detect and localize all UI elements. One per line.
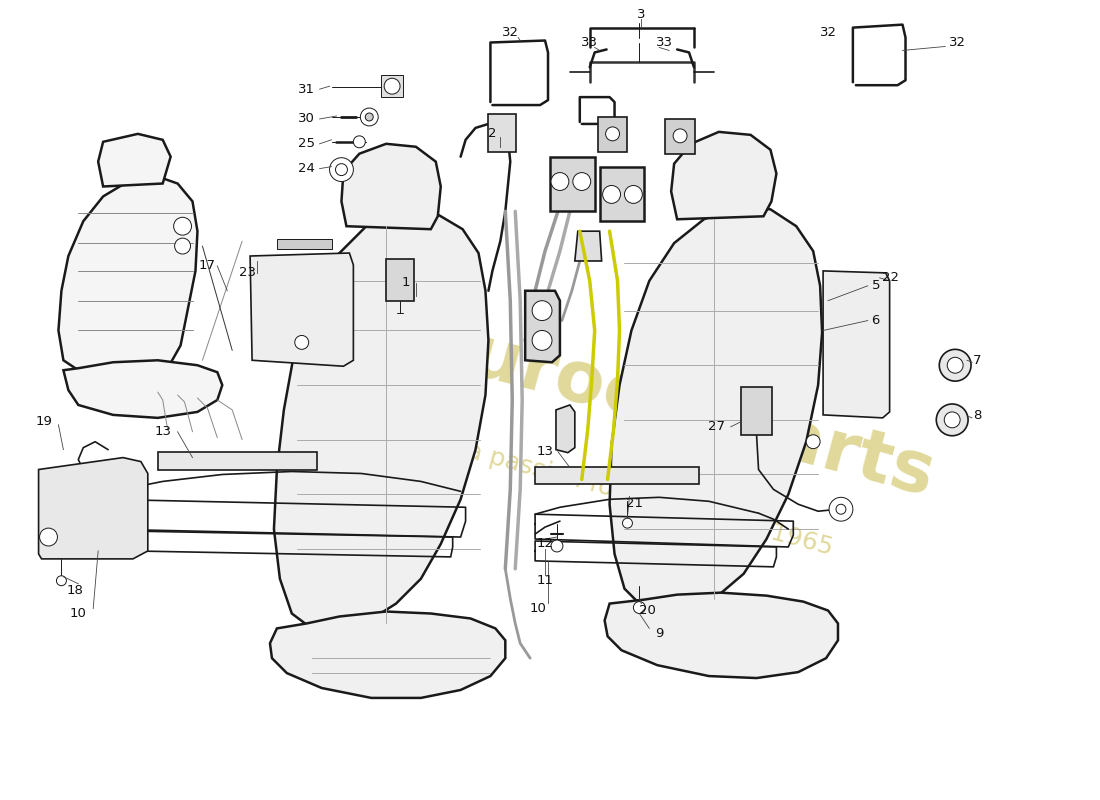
Polygon shape (605, 593, 838, 678)
Text: 2: 2 (488, 127, 497, 140)
Text: 17: 17 (199, 259, 216, 273)
Polygon shape (58, 177, 198, 385)
Bar (386, 259, 414, 301)
Circle shape (384, 78, 400, 94)
Polygon shape (575, 231, 602, 261)
Text: 31: 31 (298, 82, 316, 96)
Text: 5: 5 (871, 279, 880, 292)
Text: 19: 19 (35, 415, 52, 428)
Polygon shape (823, 271, 890, 418)
Text: 32: 32 (502, 26, 519, 39)
Circle shape (175, 238, 190, 254)
Text: 27: 27 (708, 420, 725, 434)
Bar (600, 166, 645, 222)
Circle shape (56, 576, 66, 586)
Text: 1: 1 (402, 276, 410, 290)
Polygon shape (270, 611, 505, 698)
Bar (382, 75, 403, 97)
Text: 6: 6 (871, 314, 880, 327)
Polygon shape (609, 206, 822, 610)
Circle shape (634, 602, 646, 614)
Circle shape (336, 164, 348, 175)
Circle shape (939, 350, 971, 381)
Circle shape (947, 358, 964, 373)
Circle shape (625, 186, 642, 203)
Text: 30: 30 (298, 113, 315, 126)
Text: 8: 8 (972, 410, 981, 422)
Polygon shape (341, 144, 441, 229)
Polygon shape (39, 458, 147, 559)
Circle shape (673, 129, 688, 142)
Text: 12: 12 (537, 538, 553, 550)
Bar (666, 119, 695, 154)
Text: 33: 33 (656, 36, 673, 49)
Bar (157, 452, 317, 470)
Bar (740, 387, 772, 434)
Polygon shape (64, 360, 222, 418)
Circle shape (365, 113, 373, 121)
Text: 10: 10 (70, 607, 87, 620)
Text: 18: 18 (67, 584, 84, 597)
Text: 10: 10 (529, 602, 547, 615)
Circle shape (40, 528, 57, 546)
Circle shape (551, 173, 569, 190)
Text: 25: 25 (298, 138, 316, 150)
Text: 3: 3 (637, 8, 646, 21)
Circle shape (551, 540, 563, 552)
Text: a passion for parts since 1965: a passion for parts since 1965 (463, 438, 835, 560)
Polygon shape (274, 211, 488, 630)
Text: eurocarparts: eurocarparts (416, 309, 943, 511)
Text: 20: 20 (639, 604, 656, 617)
Text: 32: 32 (820, 26, 837, 39)
Polygon shape (98, 134, 170, 186)
Circle shape (330, 158, 353, 182)
Bar (535, 466, 698, 485)
Circle shape (623, 518, 632, 528)
Text: 22: 22 (882, 271, 899, 284)
Circle shape (361, 108, 378, 126)
Circle shape (532, 301, 552, 321)
Circle shape (944, 412, 960, 428)
Text: 13: 13 (154, 426, 172, 438)
Polygon shape (525, 290, 560, 362)
Bar (597, 117, 627, 152)
Polygon shape (671, 132, 777, 219)
Circle shape (806, 434, 821, 449)
Circle shape (532, 330, 552, 350)
Circle shape (836, 504, 846, 514)
Bar (488, 114, 516, 152)
Circle shape (295, 335, 309, 350)
Text: 11: 11 (537, 574, 553, 587)
Polygon shape (556, 405, 575, 453)
Text: 13: 13 (537, 445, 553, 458)
Bar (277, 239, 331, 249)
Circle shape (603, 186, 620, 203)
Polygon shape (250, 253, 353, 366)
Text: 24: 24 (298, 162, 315, 175)
Text: 23: 23 (239, 266, 255, 279)
Text: 33: 33 (581, 36, 598, 49)
Circle shape (174, 218, 191, 235)
Circle shape (936, 404, 968, 436)
Circle shape (829, 498, 852, 521)
Circle shape (573, 173, 591, 190)
Circle shape (353, 136, 365, 148)
Text: 21: 21 (626, 497, 642, 510)
Circle shape (606, 127, 619, 141)
Text: 32: 32 (948, 36, 966, 49)
Text: 7: 7 (972, 354, 981, 366)
Bar (550, 157, 595, 211)
Text: 9: 9 (654, 627, 663, 640)
